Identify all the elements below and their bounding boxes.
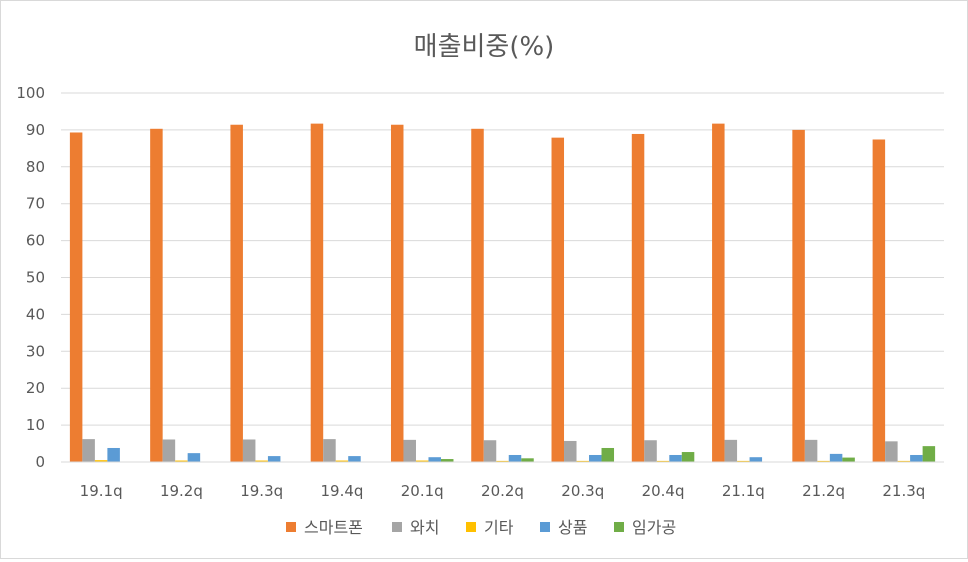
bar-3-19.1q (94, 460, 108, 462)
legend-swatch (466, 522, 476, 532)
y-tick-label: 40 (26, 305, 45, 323)
bar-5-20.4q (681, 452, 695, 462)
x-tick-label: 19.3q (240, 482, 283, 500)
bar-1-21.1q (712, 123, 725, 462)
bar-4-20.2q (508, 454, 522, 462)
legend-swatch (614, 522, 624, 532)
bar-1-19.3q (230, 124, 243, 462)
bar-3-19.4q (335, 460, 349, 462)
bar-4-21.1q (749, 457, 763, 462)
bar-2-20.4q (644, 440, 657, 462)
x-tick-label: 19.4q (320, 482, 363, 500)
bar-5-20.3q (601, 447, 615, 462)
legend-item-5: 임가공 (614, 518, 676, 537)
x-tick-label: 20.2q (481, 482, 524, 500)
bar-2-21.1q (724, 439, 738, 462)
y-tick-label: 100 (16, 84, 45, 102)
bar-1-19.1q (69, 132, 83, 462)
bar-5-21.2q (842, 457, 855, 462)
bar-4-20.3q (589, 454, 602, 462)
y-tick-label: 0 (35, 453, 45, 471)
y-axis: 0 10 20 30 40 50 60 70 80 90 100 (16, 84, 45, 471)
bar-1-21.3q (872, 139, 886, 462)
bar-4-21.2q (829, 453, 843, 462)
legend-label: 기타 (484, 518, 514, 537)
chart-title: 매출비중(%) (414, 32, 555, 62)
bar-1-20.4q (631, 133, 645, 463)
legend-item-2: 와치 (392, 518, 439, 537)
y-tick-label: 30 (26, 342, 45, 360)
bar-2-19.2q (162, 439, 176, 462)
bar-4-20.4q (669, 454, 682, 462)
bar-3-20.3q (576, 460, 590, 462)
x-tick-label: 20.3q (561, 482, 604, 500)
bar-4-19.1q (107, 447, 120, 462)
bar-3-20.1q (415, 460, 429, 462)
bar-1-19.4q (310, 123, 324, 462)
bars (69, 123, 936, 463)
legend-label: 임가공 (632, 518, 676, 537)
legend-swatch (392, 522, 402, 532)
legend-label: 상품 (558, 518, 587, 537)
bar-2-21.2q (804, 439, 818, 462)
y-tick-label: 90 (26, 121, 45, 139)
y-tick-label: 70 (26, 195, 45, 213)
bar-1-20.1q (390, 124, 404, 462)
bar-4-19.2q (187, 453, 201, 462)
bar-2-19.3q (242, 439, 256, 462)
bar-4-19.3q (267, 456, 281, 462)
bar-4-20.1q (428, 457, 441, 462)
x-axis: 19.1q 19.2q 19.3q 19.4q 20.1q 20.2q 20.3q 20.4q… (61, 461, 944, 500)
y-tick-label: 10 (26, 416, 45, 434)
legend-item-3: 기타 (466, 518, 514, 537)
legend-item-4: 상품 (540, 518, 587, 537)
gridlines (61, 92, 944, 463)
x-tick-label: 21.1q (722, 482, 765, 500)
bar-2-20.3q (564, 440, 577, 462)
legend-swatch (286, 522, 296, 532)
bar-3-20.4q (656, 460, 670, 462)
bar-1-20.3q (551, 137, 565, 463)
legend-item-1: 스마트폰 (286, 518, 363, 537)
x-tick-label: 19.2q (160, 482, 203, 500)
bar-3-21.3q (897, 460, 911, 462)
bar-1-21.2q (792, 129, 805, 462)
bar-3-19.2q (175, 460, 188, 462)
bar-3-21.2q (817, 460, 830, 462)
bar-5-20.2q (521, 458, 534, 462)
x-tick-label: 20.4q (642, 482, 685, 500)
bar-1-19.2q (150, 128, 163, 462)
y-tick-label: 60 (26, 232, 45, 250)
bar-5-20.1q (440, 459, 454, 462)
bar-4-21.3q (910, 454, 923, 462)
legend-swatch (540, 522, 550, 532)
legend-label: 스마트폰 (304, 518, 363, 537)
bar-3-20.2q (496, 460, 509, 462)
bar-4-19.4q (348, 456, 361, 462)
bar-2-20.2q (483, 440, 497, 462)
legend: 스마트폰 와치 기타 상품 임가공 (286, 518, 676, 537)
bar-5-21.3q (922, 446, 936, 462)
bar-3-19.3q (255, 460, 268, 462)
x-tick-label: 20.1q (401, 482, 444, 500)
x-tick-label: 19.1q (80, 482, 123, 500)
y-tick-label: 80 (26, 158, 45, 176)
legend-label: 와치 (410, 518, 439, 537)
bar-2-19.1q (82, 439, 95, 462)
x-tick-label: 21.2q (802, 482, 845, 500)
y-tick-label: 20 (26, 379, 45, 397)
bar-2-19.4q (323, 439, 336, 462)
x-tick-label: 21.3q (882, 482, 925, 500)
bar-2-21.3q (885, 441, 898, 462)
bar-2-20.1q (403, 439, 416, 462)
bar-1-20.2q (471, 128, 484, 462)
y-tick-label: 50 (26, 269, 45, 287)
bar-3-21.1q (737, 460, 750, 462)
